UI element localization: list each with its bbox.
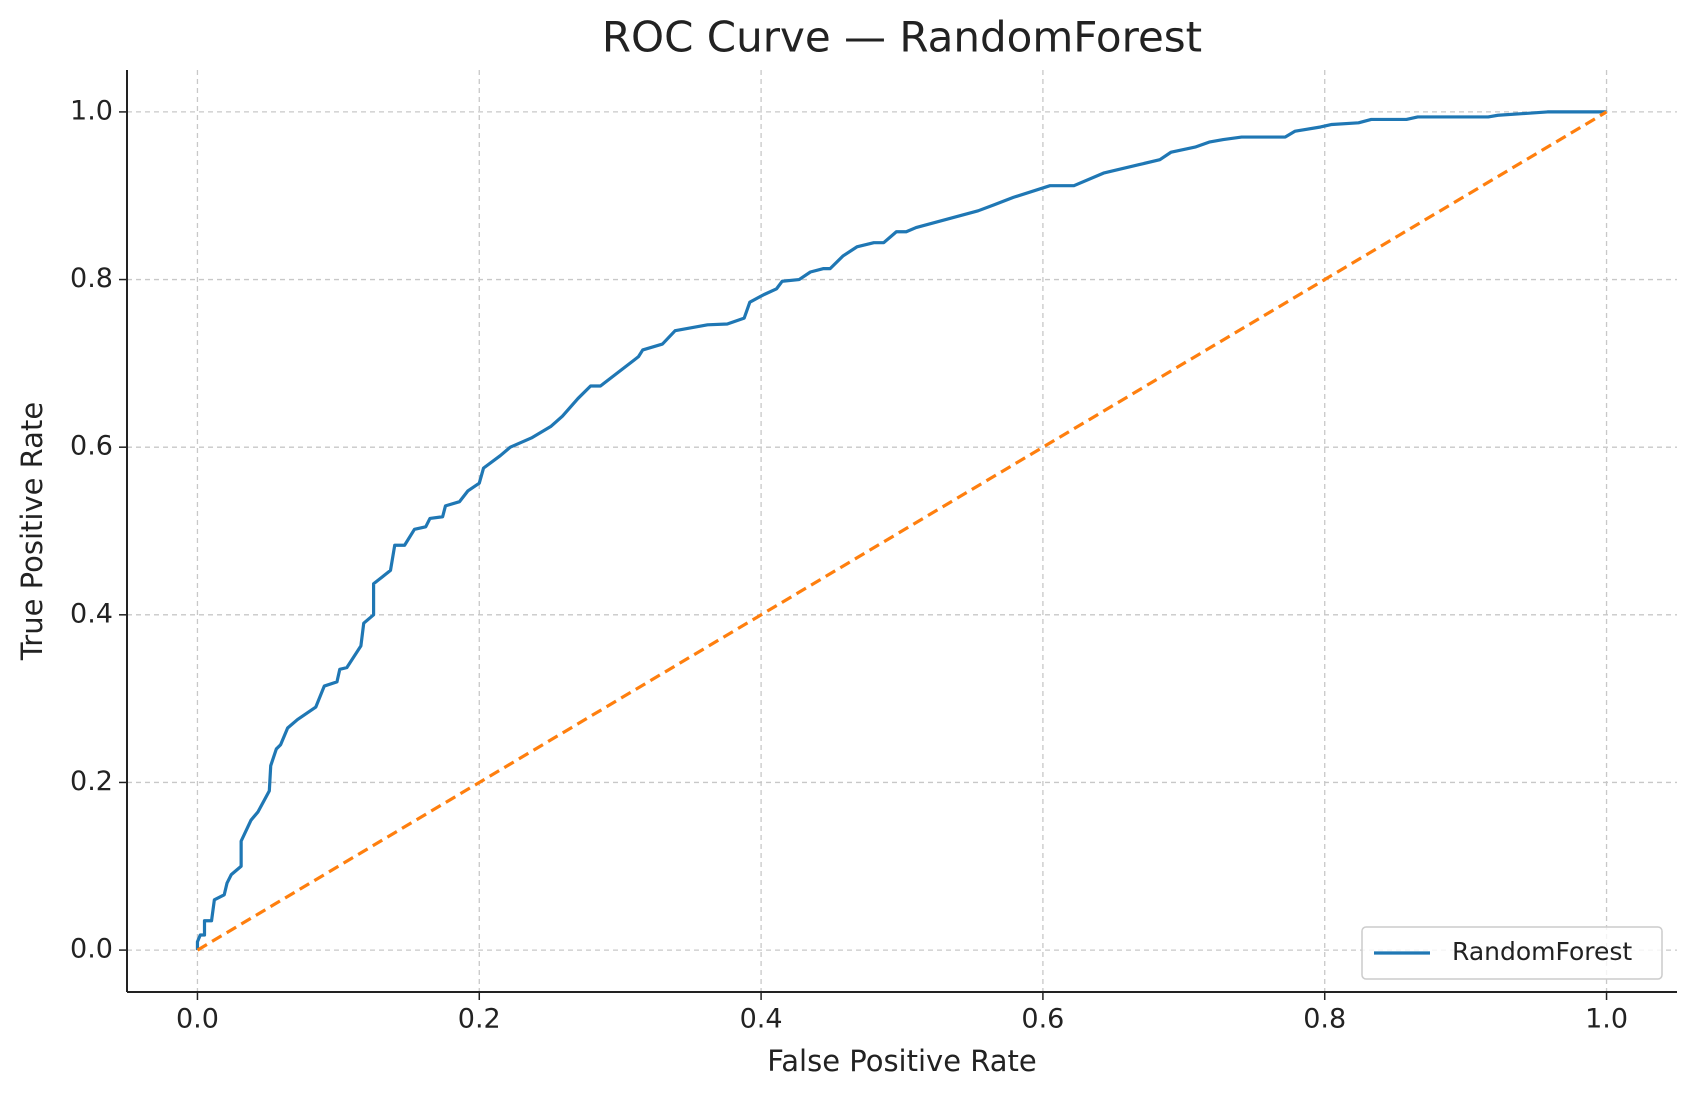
chart-title: ROC Curve — RandomForest <box>602 13 1202 62</box>
x-tick-label: 0.2 <box>458 1004 501 1035</box>
line-series <box>195 110 1607 951</box>
x-tick-label: 0.6 <box>1021 1004 1064 1035</box>
legend-label: RandomForest <box>1452 937 1632 966</box>
y-tick-label: 0.4 <box>70 598 113 629</box>
x-tick-label: 0.8 <box>1303 1004 1346 1035</box>
x-tick-label: 1.0 <box>1585 1004 1628 1035</box>
y-tick-label: 0.2 <box>70 766 113 797</box>
line-series <box>196 110 1608 952</box>
y-tick-label: 0.0 <box>70 934 113 965</box>
y-axis-label: True Positive Rate <box>15 402 49 661</box>
x-tick-label: 0.4 <box>740 1004 783 1035</box>
y-tick-label: 0.8 <box>70 263 113 294</box>
x-axis-label: False Positive Rate <box>767 1044 1037 1078</box>
x-tick-label: 0.0 <box>176 1004 219 1035</box>
legend-box <box>1361 926 1663 980</box>
y-tick-label: 0.6 <box>70 431 113 462</box>
y-tick-label: 1.0 <box>70 95 113 126</box>
